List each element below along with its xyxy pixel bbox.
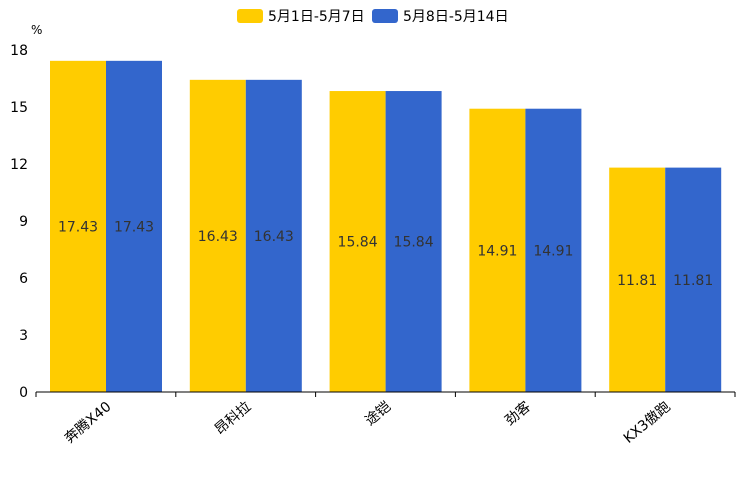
y-tick-label: 15 [10, 100, 28, 116]
x-category-label: 奔腾X40 [61, 398, 114, 447]
bar [609, 167, 666, 392]
x-axis-labels: 奔腾X40 昂科拉 途铠 劲客 KX3傲跑 [61, 398, 674, 447]
bar [385, 91, 442, 392]
data-label: 14.91 [533, 243, 573, 259]
legend-swatch [372, 9, 398, 23]
y-tick-label: 3 [19, 328, 28, 344]
legend-label: 5月8日-5月14日 [403, 9, 509, 25]
y-tick-label: 0 [19, 385, 28, 401]
y-tick-label: 12 [10, 157, 28, 173]
bar [245, 79, 302, 392]
data-label: 17.43 [114, 219, 154, 235]
data-label: 17.43 [58, 219, 98, 235]
data-label: 11.81 [617, 273, 657, 289]
data-label: 11.81 [673, 273, 713, 289]
y-axis-unit-label: % [31, 23, 42, 37]
bar [106, 60, 162, 392]
bar [665, 167, 722, 392]
y-tick-label: 6 [19, 271, 28, 287]
x-category-label: 劲客 [501, 398, 533, 429]
data-label: 14.91 [477, 243, 517, 259]
data-label: 15.84 [394, 235, 434, 251]
x-category-label: 途铠 [362, 398, 394, 429]
data-label: 16.43 [198, 229, 238, 245]
x-category-label: 昂科拉 [212, 399, 254, 438]
bar [50, 60, 106, 392]
bar [469, 108, 526, 393]
legend-label: 5月1日-5月7日 [268, 9, 365, 25]
y-tick-label: 9 [19, 214, 28, 230]
axes [35, 391, 736, 397]
y-tick-label: 18 [10, 43, 28, 59]
bar [329, 91, 386, 392]
data-label: 16.43 [254, 229, 294, 245]
legend-swatch [237, 9, 263, 23]
bar [189, 79, 246, 392]
bars: 17.43 17.43 16.43 16.43 15.84 15.84 14.91 14.91… [50, 60, 722, 393]
legend: 5月1日-5月7日 5月8日-5月14日 [237, 9, 509, 25]
bar [525, 108, 582, 393]
x-category-label: KX3傲跑 [621, 399, 674, 447]
data-label: 15.84 [338, 235, 378, 251]
y-axis-ticks: 0 3 6 9 12 15 18 [10, 43, 28, 401]
